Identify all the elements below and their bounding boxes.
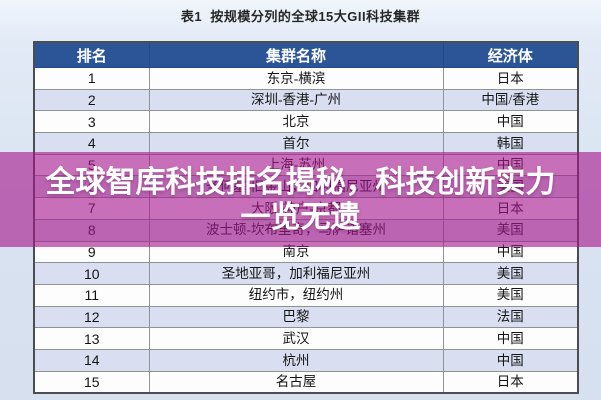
- header-row: 排名 集群名称 经济体: [33, 41, 579, 68]
- table-row: 15 名古屋 日本: [33, 370, 579, 394]
- table-row: 11 纽约市，纽约州 美国: [33, 283, 579, 307]
- economy-cell: 日本: [442, 370, 579, 394]
- table-row: 14 杭州 中国: [33, 348, 579, 372]
- headline-line-2: 一览无遗: [240, 199, 361, 235]
- economy-cell: 中国: [442, 110, 579, 134]
- header-rank: 排名: [33, 41, 150, 68]
- table-row: 3 北京 中国: [33, 110, 579, 134]
- cluster-cell: 武汉: [148, 327, 444, 350]
- table-row: 1 东京-横滨 日本: [33, 67, 579, 90]
- cluster-cell: 东京-横滨: [148, 67, 444, 90]
- economy-cell: 美国: [442, 283, 579, 307]
- table-row: 2 深圳-香港-广州 中国/香港: [33, 88, 579, 112]
- header-cluster: 集群名称: [148, 41, 444, 68]
- economy-cell: 韩国: [442, 132, 579, 155]
- rank-cell: 12: [33, 305, 150, 329]
- cluster-cell: 北京: [148, 110, 444, 134]
- economy-cell: 美国: [442, 262, 579, 285]
- economy-cell: 中国/香港: [442, 88, 579, 112]
- cluster-cell: 纽约市，纽约州: [148, 283, 444, 307]
- table-caption: 表1 按规模分列的全球15大GII科技集群: [180, 9, 421, 24]
- header-economy: 经济体: [442, 41, 579, 68]
- cluster-cell: 名古屋: [148, 370, 444, 394]
- table-row: 13 武汉 中国: [33, 327, 579, 350]
- economy-cell: 中国: [442, 348, 579, 372]
- rank-cell: 11: [33, 283, 150, 307]
- rank-cell: 3: [33, 110, 150, 134]
- table-header: 排名 集群名称 经济体: [33, 41, 579, 68]
- rank-cell: 14: [33, 348, 150, 372]
- economy-cell: 日本: [442, 67, 579, 90]
- table-row: 12 巴黎 法国: [33, 305, 579, 329]
- rank-cell: 10: [33, 262, 150, 285]
- headline-banner: 全球智库科技排名揭秘，科技创新实力 一览无遗: [0, 152, 601, 247]
- rank-cell: 15: [33, 370, 150, 394]
- economy-cell: 法国: [442, 305, 579, 329]
- cluster-cell: 首尔: [148, 132, 444, 155]
- rank-cell: 4: [33, 132, 150, 155]
- rank-cell: 13: [33, 327, 150, 350]
- economy-cell: 中国: [442, 327, 579, 350]
- cluster-cell: 深圳-香港-广州: [148, 88, 444, 112]
- rank-cell: 2: [33, 88, 150, 112]
- rank-cell: 1: [33, 67, 150, 90]
- cluster-cell: 圣地亚哥，加利福尼亚州: [148, 262, 444, 285]
- table-row: 10 圣地亚哥，加利福尼亚州 美国: [33, 262, 579, 285]
- table-row: 4 首尔 韩国: [33, 132, 579, 155]
- headline-line-1: 全球智库科技排名揭秘，科技创新实力: [45, 164, 556, 200]
- cluster-cell: 杭州: [148, 348, 444, 372]
- cluster-cell: 巴黎: [148, 305, 444, 329]
